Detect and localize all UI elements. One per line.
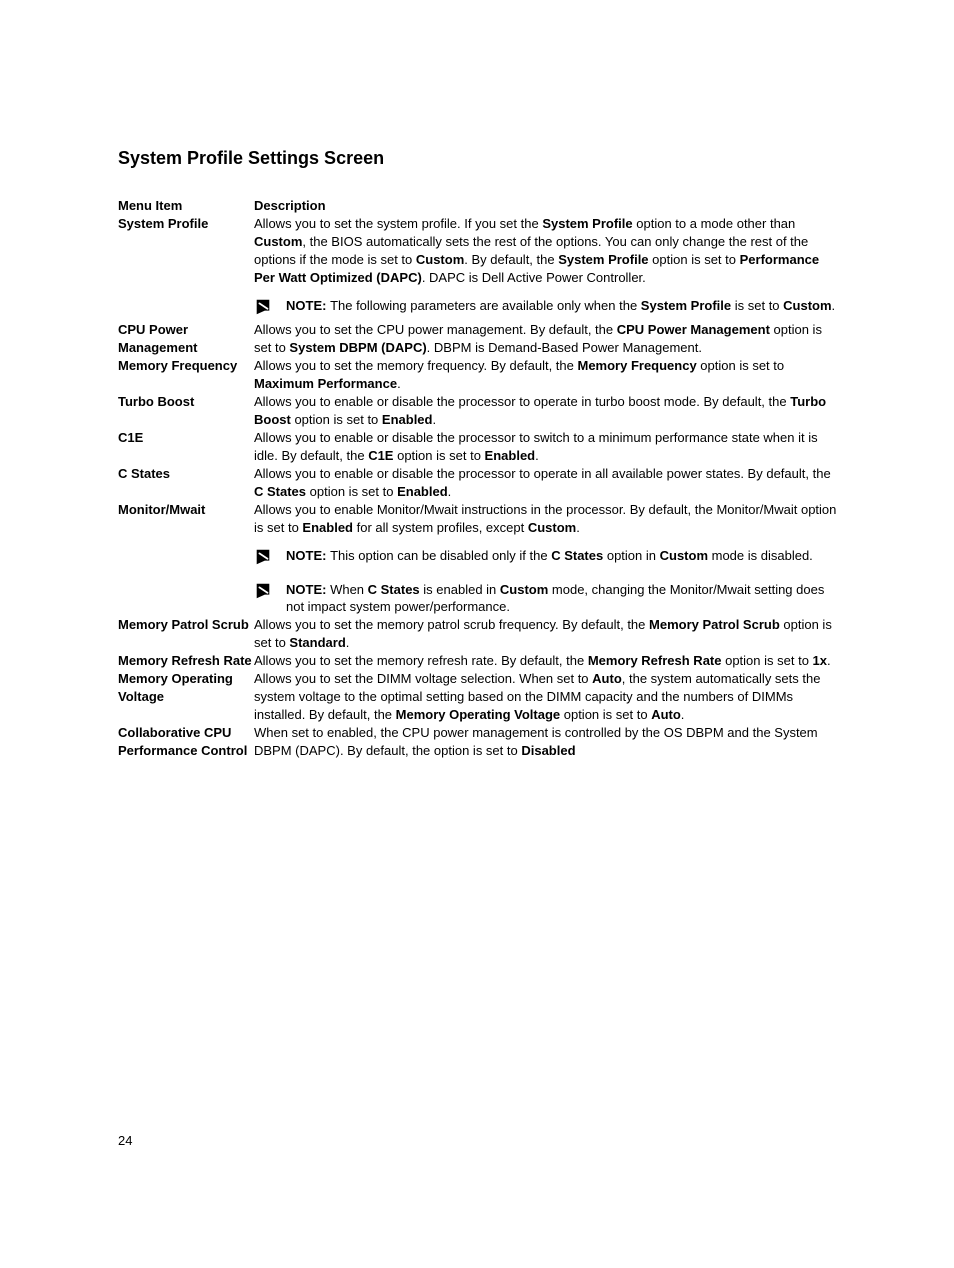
row-cstates: C States Allows you to enable or disable…: [118, 465, 839, 501]
row-c1e: C1E Allows you to enable or disable the …: [118, 429, 839, 465]
header-description: Description: [254, 198, 326, 213]
row-collab: Collaborative CPU Performance Control Wh…: [118, 724, 839, 760]
desc-c1e: Allows you to enable or disable the proc…: [254, 430, 818, 463]
desc-voltage: Allows you to set the DIMM voltage selec…: [254, 671, 820, 722]
desc-patrol: Allows you to set the memory patrol scru…: [254, 617, 832, 650]
row-refresh: Memory Refresh Rate Allows you to set th…: [118, 652, 839, 670]
note-mwait-1: NOTE: This option can be disabled only i…: [254, 547, 839, 571]
label-collab: Collaborative CPU Performance Control: [118, 725, 247, 758]
desc-collab: When set to enabled, the CPU power manag…: [254, 725, 818, 758]
note-mwait-2: NOTE: When C States is enabled in Custom…: [254, 581, 839, 616]
page-title: System Profile Settings Screen: [118, 148, 839, 169]
note-system-profile: NOTE: The following parameters are avail…: [254, 297, 839, 321]
label-patrol: Memory Patrol Scrub: [118, 617, 249, 632]
label-system-profile: System Profile: [118, 216, 208, 231]
table-header-row: Menu Item Description: [118, 197, 839, 215]
note-text: NOTE: This option can be disabled only i…: [286, 547, 839, 565]
header-menu-item: Menu Item: [118, 198, 182, 213]
label-cstates: C States: [118, 466, 170, 481]
label-mwait: Monitor/Mwait: [118, 502, 205, 517]
note-text: NOTE: The following parameters are avail…: [286, 297, 839, 315]
row-system-profile: System Profile Allows you to set the sys…: [118, 215, 839, 321]
note-text: NOTE: When C States is enabled in Custom…: [286, 581, 839, 616]
note-icon: [254, 582, 274, 605]
row-mem-freq: Memory Frequency Allows you to set the m…: [118, 357, 839, 393]
row-mwait: Monitor/Mwait Allows you to enable Monit…: [118, 501, 839, 616]
settings-table: Menu Item Description System Profile All…: [118, 197, 839, 760]
label-voltage: Memory Operating Voltage: [118, 671, 233, 704]
desc-cpu-power: Allows you to set the CPU power manageme…: [254, 322, 822, 355]
row-voltage: Memory Operating Voltage Allows you to s…: [118, 670, 839, 724]
row-patrol: Memory Patrol Scrub Allows you to set th…: [118, 616, 839, 652]
desc-cstates: Allows you to enable or disable the proc…: [254, 466, 831, 499]
desc-mwait: Allows you to enable Monitor/Mwait instr…: [254, 502, 836, 535]
page: System Profile Settings Screen Menu Item…: [0, 0, 954, 1268]
label-mem-freq: Memory Frequency: [118, 358, 237, 373]
label-c1e: C1E: [118, 430, 143, 445]
desc-system-profile: Allows you to set the system profile. If…: [254, 216, 819, 285]
label-cpu-power: CPU Power Management: [118, 322, 197, 355]
row-turbo: Turbo Boost Allows you to enable or disa…: [118, 393, 839, 429]
label-refresh: Memory Refresh Rate: [118, 653, 252, 668]
note-icon: [254, 548, 274, 571]
label-turbo: Turbo Boost: [118, 394, 194, 409]
desc-mem-freq: Allows you to set the memory frequency. …: [254, 358, 784, 391]
desc-turbo: Allows you to enable or disable the proc…: [254, 394, 826, 427]
note-icon: [254, 298, 274, 321]
desc-refresh: Allows you to set the memory refresh rat…: [254, 653, 831, 668]
row-cpu-power: CPU Power Management Allows you to set t…: [118, 321, 839, 357]
page-number: 24: [118, 1133, 132, 1148]
